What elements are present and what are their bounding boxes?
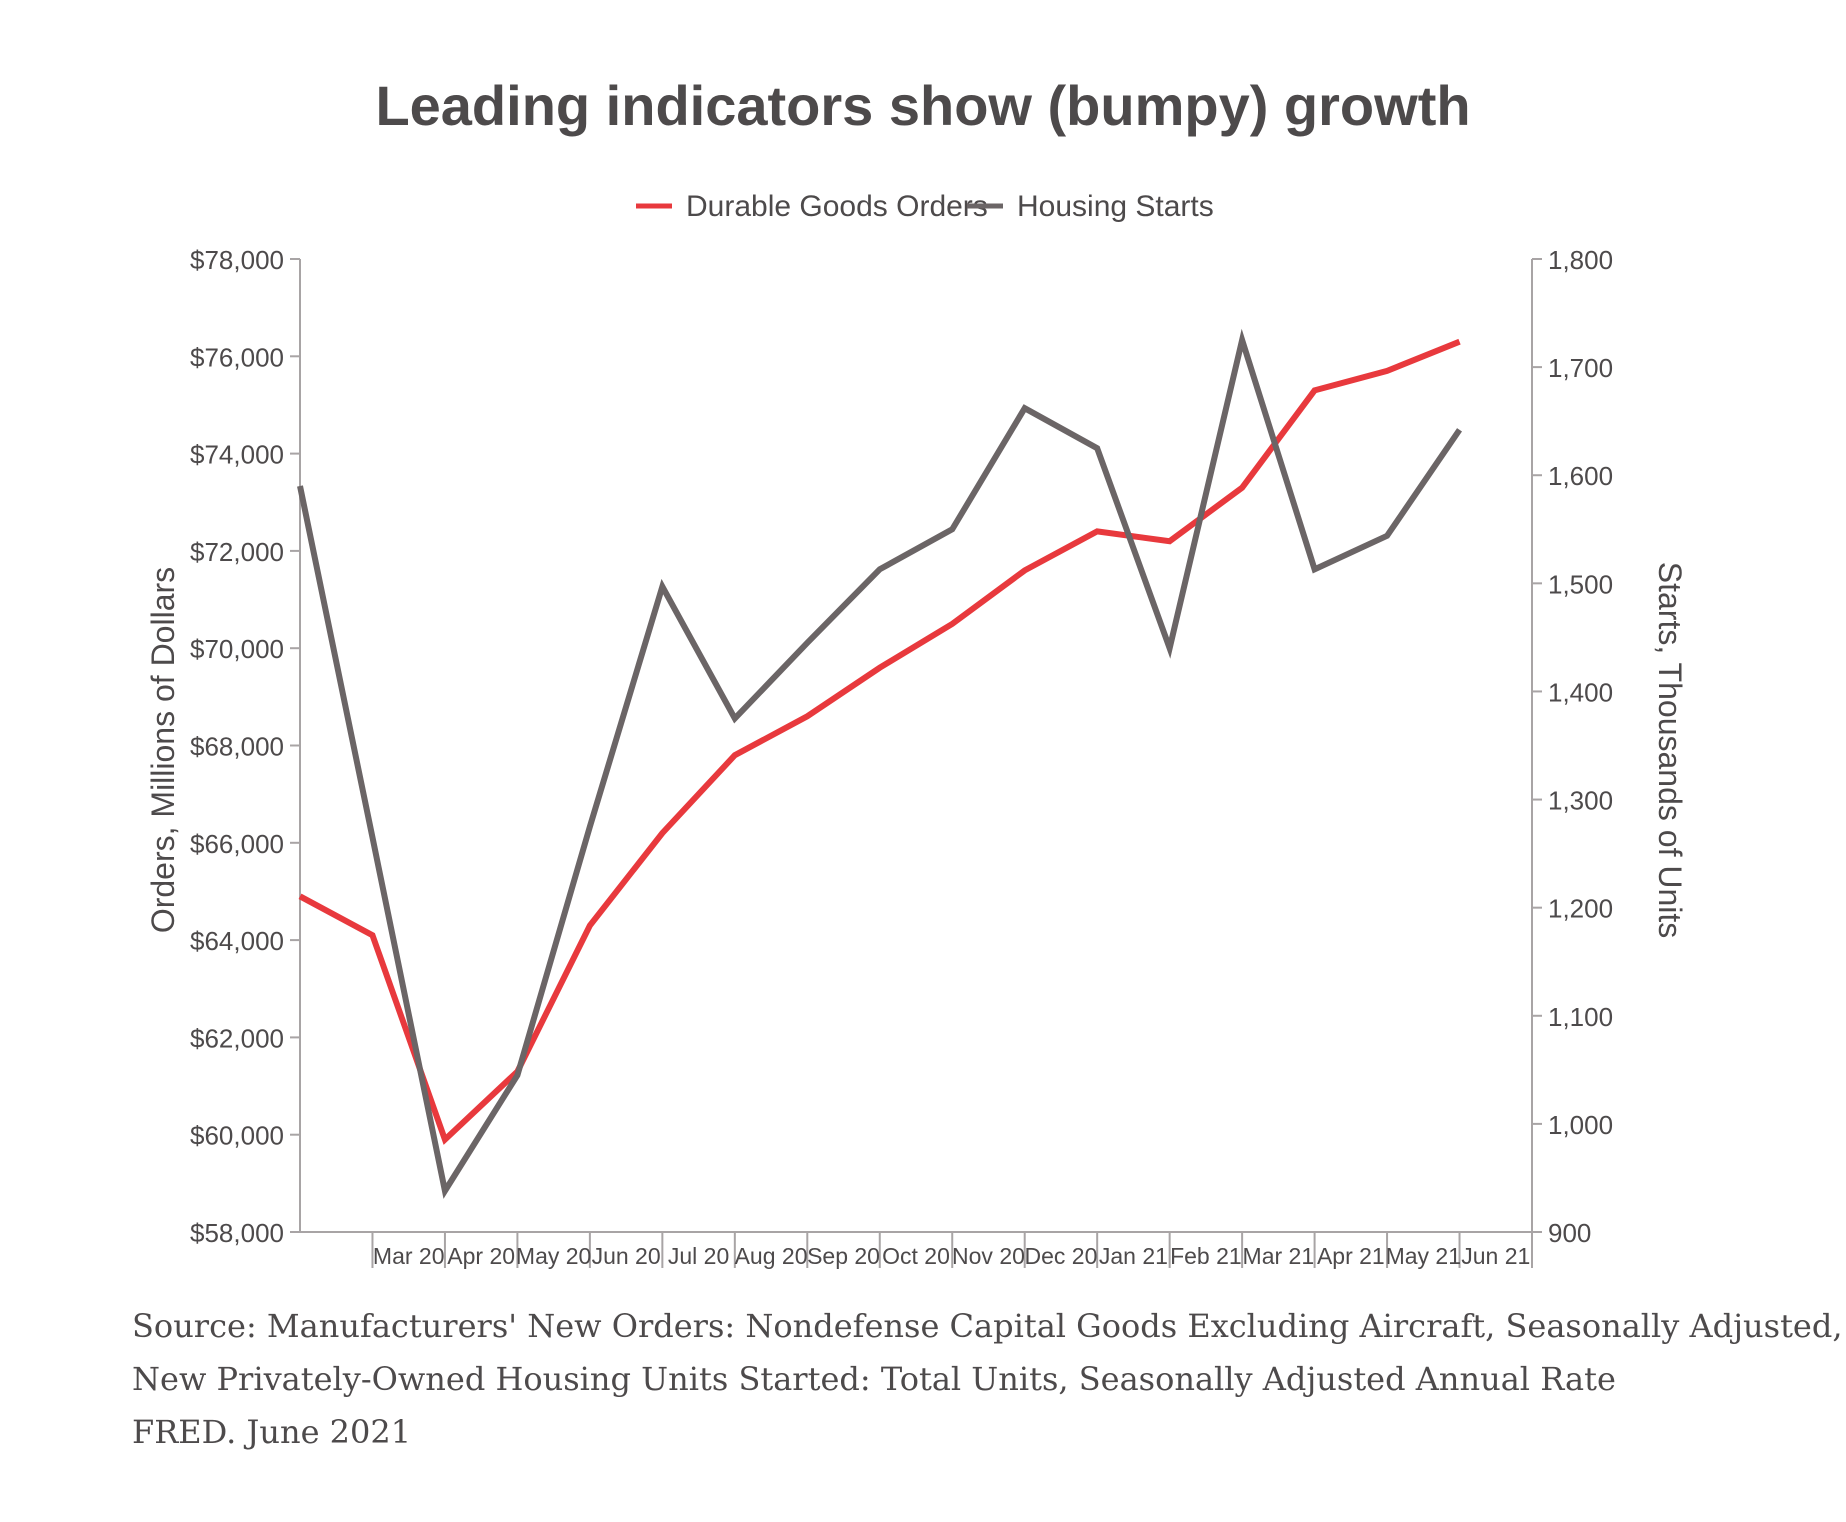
series-line-durable-goods-orders: [298, 338, 1461, 1145]
left-tick-label: $58,000: [190, 1218, 284, 1248]
left-tick-label: $74,000: [190, 440, 284, 470]
series-line-housing-starts: [297, 328, 1463, 1199]
right-axis-label: Starts, Thousands of Units: [1652, 562, 1688, 938]
right-tick-label: 1,000: [1548, 1110, 1613, 1140]
right-tick-label: 900: [1548, 1218, 1591, 1248]
x-tick-label: Mar 20: [373, 1243, 445, 1269]
right-tick-label: 1,400: [1548, 677, 1613, 707]
right-tick-label: 1,500: [1548, 569, 1613, 599]
x-tick-label: Oct 20: [882, 1243, 950, 1269]
right-axis-ticks: 900 1,000 1,100 1,200 1,300 1,400 1,500 1,600 1,…: [1532, 245, 1613, 1248]
left-tick-label: $68,000: [190, 732, 284, 762]
x-tick-label: Sep 20: [807, 1243, 880, 1269]
x-tick-label: Aug 20: [735, 1243, 808, 1269]
right-tick-label: 1,600: [1548, 461, 1613, 491]
x-tick-label: May 21: [1386, 1243, 1461, 1269]
x-tick-label: Dec 20: [1025, 1243, 1098, 1269]
legend: Durable Goods Orders Housing Starts: [636, 190, 1214, 223]
left-tick-label: $66,000: [190, 829, 284, 859]
left-axis-label: Orders, Millions of Dollars: [145, 567, 181, 933]
dual-axis-line-chart: Leading indicators show (bumpy) growth D…: [145, 74, 1688, 1269]
source-line-1: Source: Manufacturers' New Orders: Nonde…: [132, 1307, 1843, 1345]
right-tick-label: 1,100: [1548, 1002, 1613, 1032]
left-tick-label: $78,000: [190, 245, 284, 275]
right-tick-label: 1,700: [1548, 353, 1613, 383]
x-tick-label: Feb 21: [1170, 1243, 1242, 1269]
x-tick-label: Mar 21: [1243, 1243, 1315, 1269]
left-tick-label: $70,000: [190, 634, 284, 664]
series-lines: [297, 328, 1463, 1199]
x-tick-label: Jun 21: [1461, 1243, 1530, 1269]
left-tick-label: $64,000: [190, 926, 284, 956]
x-axis-ticks: Mar 20 Apr 20 May 20 Jun 20 Jul 20 Aug 20 Sep …: [371, 1232, 1533, 1269]
legend-label-durable-goods: Durable Goods Orders: [686, 190, 988, 223]
left-tick-label: $72,000: [190, 537, 284, 567]
chart-title: Leading indicators show (bumpy) growth: [375, 74, 1470, 137]
x-tick-label: Nov 20: [952, 1243, 1025, 1269]
source-line-2: New Privately-Owned Housing Units Starte…: [132, 1360, 1616, 1398]
source-line-3: FRED. June 2021: [132, 1413, 412, 1451]
left-tick-label: $62,000: [190, 1023, 284, 1053]
right-tick-label: 1,300: [1548, 786, 1613, 816]
x-tick-label: Jun 20: [592, 1243, 661, 1269]
left-tick-label: $76,000: [190, 342, 284, 372]
x-tick-label: May 20: [516, 1243, 591, 1269]
right-tick-label: 1,800: [1548, 245, 1613, 275]
right-tick-label: 1,200: [1548, 894, 1613, 924]
legend-label-housing-starts: Housing Starts: [1017, 190, 1214, 223]
axes: [299, 259, 1533, 1233]
left-tick-label: $60,000: [190, 1121, 284, 1151]
x-tick-label: Jan 21: [1099, 1243, 1168, 1269]
x-tick-label: Jul 20: [668, 1243, 729, 1269]
source-note: Source: Manufacturers' New Orders: Nonde…: [132, 1300, 1843, 1459]
x-tick-label: Apr 20: [447, 1243, 515, 1269]
left-axis-ticks: $58,000 $60,000 $62,000 $64,000 $66,000 $68,0…: [190, 245, 300, 1248]
x-tick-label: Apr 21: [1317, 1243, 1385, 1269]
